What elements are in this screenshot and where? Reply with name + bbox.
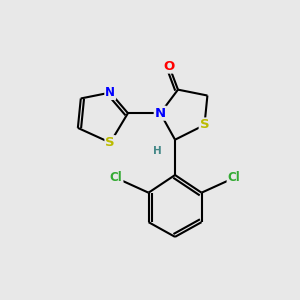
Text: O: O: [164, 60, 175, 73]
Text: Cl: Cl: [227, 172, 240, 184]
Text: Cl: Cl: [110, 172, 122, 184]
Text: N: N: [155, 107, 166, 120]
Text: H: H: [153, 146, 162, 157]
Text: S: S: [200, 118, 209, 131]
Text: S: S: [105, 136, 115, 149]
Text: N: N: [105, 86, 115, 99]
